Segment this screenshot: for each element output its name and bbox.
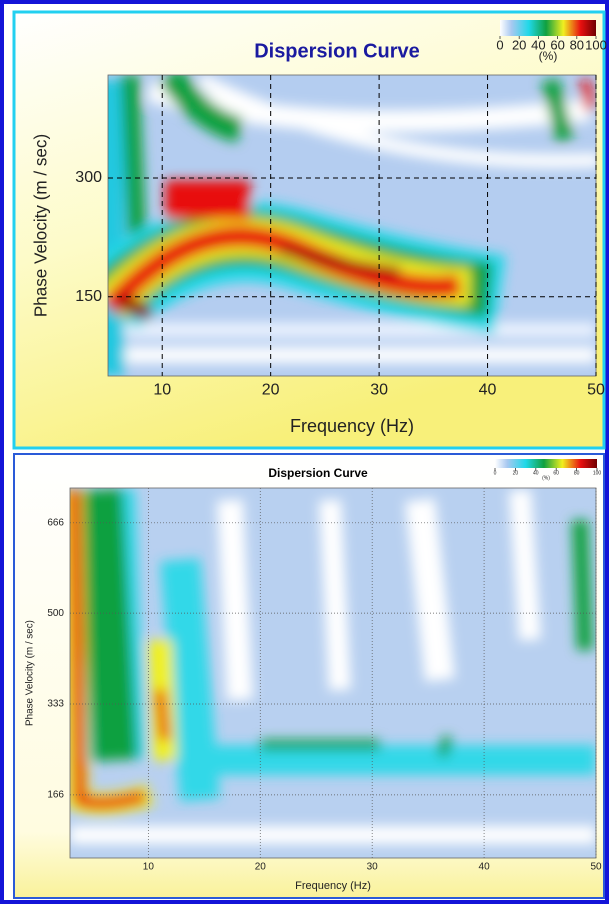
x-tick-label: 30 <box>370 382 388 399</box>
x-tick-label: 40 <box>479 862 491 873</box>
colorbar-tick-label: 60 <box>550 37 564 52</box>
colorbar-tick-label: 100 <box>585 37 607 52</box>
colorbar-label: (%) <box>539 49 558 63</box>
colorbar-tick-label: 40 <box>533 470 539 476</box>
x-tick-label: 40 <box>479 382 497 399</box>
y-tick-label: 150 <box>75 288 102 305</box>
x-axis-label: Frequency (Hz) <box>295 880 371 892</box>
colorbar <box>500 20 596 36</box>
y-tick-label: 166 <box>47 790 64 801</box>
heatmap <box>70 488 596 858</box>
x-tick-label: 50 <box>587 382 605 399</box>
x-axis-label: Frequency (Hz) <box>290 416 414 436</box>
y-tick-label: 500 <box>47 608 64 619</box>
y-tick-label: 300 <box>75 169 102 186</box>
x-tick-label: 20 <box>262 382 280 399</box>
x-tick-label: 10 <box>153 382 171 399</box>
chart-title: Dispersion Curve <box>268 466 368 480</box>
y-tick-label: 666 <box>47 517 64 528</box>
colorbar <box>495 459 597 468</box>
colorbar-label: (%) <box>542 475 550 481</box>
y-axis-label: Phase Velocity (m / sec) <box>32 134 51 317</box>
colorbar-tick-label: 80 <box>570 37 584 52</box>
colorbar-tick-label: 0 <box>496 37 503 52</box>
heatmap <box>108 75 596 376</box>
colorbar-tick-label: 20 <box>512 37 526 52</box>
colorbar-tick-label: 0 <box>494 470 497 476</box>
x-tick-label: 30 <box>367 862 379 873</box>
plot-frame <box>107 74 597 377</box>
colorbar-tick-label: 100 <box>593 470 602 476</box>
y-tick-label: 333 <box>47 699 64 710</box>
colorbar-tick-label: 20 <box>513 470 519 476</box>
x-tick-label: 50 <box>590 862 602 873</box>
x-tick-label: 20 <box>255 862 267 873</box>
colorbar-tick-label: 40 <box>531 37 545 52</box>
colorbar-tick-label: 80 <box>574 470 580 476</box>
chart-title: Dispersion Curve <box>254 40 420 62</box>
plot-frame <box>69 487 597 859</box>
x-tick-label: 10 <box>143 862 155 873</box>
y-axis-label: Phase Velocity (m / sec) <box>25 620 36 726</box>
colorbar-tick-label: 60 <box>553 470 559 476</box>
